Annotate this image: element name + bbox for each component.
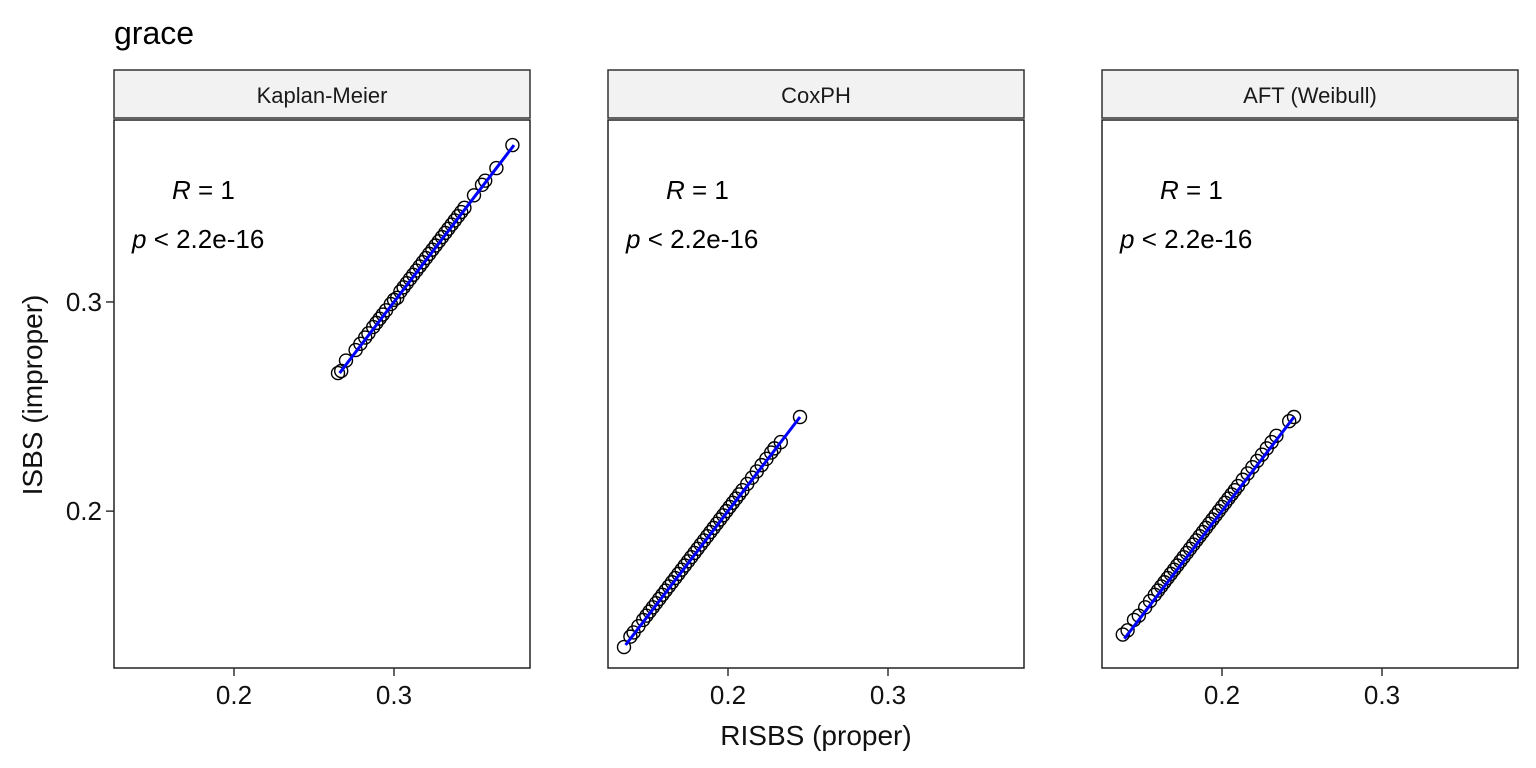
facet-panel-2: AFT (Weibull) 0.2 0.3 R = 1 p < 2.2e-16 <box>1101 69 1519 710</box>
data-point <box>623 629 638 644</box>
data-point <box>457 200 472 216</box>
y-tick-label: 0.2 <box>66 496 102 526</box>
facet-panels: 0.2 0.3 Kaplan-Meier 0.2 0.3 R = 1 p < 2.2e-16… <box>66 69 1519 710</box>
data-point <box>1286 409 1302 425</box>
data-point <box>375 307 390 322</box>
x-tick-label: 0.3 <box>870 680 906 710</box>
data-point <box>732 487 747 502</box>
p-value-label: p < 2.2e-16 <box>131 224 264 254</box>
facet-strip <box>113 69 531 119</box>
facet-strip-label: AFT (Weibull) <box>1243 83 1377 108</box>
facet-strip <box>1101 69 1519 119</box>
regression-line <box>1123 416 1296 640</box>
x-tick-label: 0.2 <box>710 680 746 710</box>
data-point <box>466 188 482 203</box>
p-value-label: p < 2.2e-16 <box>625 224 758 254</box>
data-point <box>764 445 779 460</box>
data-point <box>489 160 504 176</box>
data-point <box>505 137 520 153</box>
data-point <box>478 173 493 188</box>
facet-panel-0: Kaplan-Meier 0.2 0.3 R = 1 p < 2.2e-16 <box>113 69 531 710</box>
correlation-r-label: R = 1 <box>172 175 235 205</box>
correlation-r-label: R = 1 <box>1160 175 1223 205</box>
facet-strip-label: CoxPH <box>781 83 851 108</box>
plot-panel-border <box>113 119 531 669</box>
plot-panel-border <box>607 119 1025 669</box>
p-value-label: p < 2.2e-16 <box>1119 224 1252 254</box>
data-point <box>616 639 632 655</box>
data-point <box>358 330 373 345</box>
facet-panel-1: CoxPH 0.2 0.3 R = 1 p < 2.2e-16 <box>607 69 1025 710</box>
data-point <box>773 434 788 450</box>
y-tick-label: 0.3 <box>66 287 102 317</box>
regression-line <box>338 144 516 374</box>
plot-panel-border <box>1101 119 1519 669</box>
data-point <box>330 365 346 381</box>
regression-line <box>624 416 802 646</box>
y-axis-label: ISBS (improper) <box>17 295 48 496</box>
data-point <box>474 177 490 193</box>
facet-strip-label: Kaplan-Meier <box>257 83 388 108</box>
x-tick-label: 0.2 <box>1204 680 1240 710</box>
x-tick-label: 0.3 <box>376 680 412 710</box>
x-tick-label: 0.3 <box>1364 680 1400 710</box>
data-point <box>792 409 808 425</box>
data-point <box>1281 413 1297 429</box>
x-tick-label: 0.2 <box>216 680 252 710</box>
x-axis-label: RISBS (proper) <box>720 720 911 751</box>
facet-strip <box>607 69 1025 119</box>
chart-title: grace <box>114 15 194 51</box>
correlation-r-label: R = 1 <box>666 175 729 205</box>
data-point <box>454 204 469 220</box>
